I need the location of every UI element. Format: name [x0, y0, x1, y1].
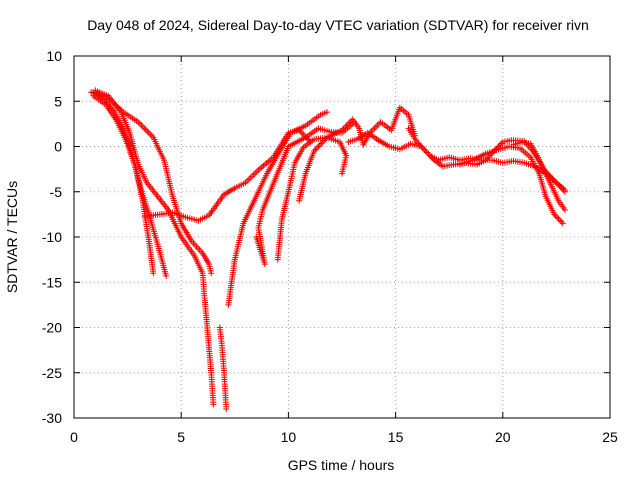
- y-tick-labels: -30 -25 -20 -15 -10 -5 0 5 10: [42, 48, 62, 426]
- y-tick-label: -20: [42, 320, 62, 336]
- series-track-4: [92, 87, 217, 408]
- series-markers: [92, 87, 217, 408]
- series-track-14: [510, 139, 568, 195]
- x-tick-label: 0: [70, 429, 78, 445]
- y-tick-label: -25: [42, 365, 62, 381]
- chart-title: Day 048 of 2024, Sidereal Day-to-day VTE…: [87, 17, 589, 33]
- y-tick-label: 0: [54, 139, 62, 155]
- series-markers: [296, 104, 418, 204]
- series-markers: [274, 134, 350, 263]
- series-track-13: [456, 143, 566, 227]
- x-axis-label: GPS time / hours: [288, 457, 395, 473]
- series-track-6: [216, 324, 230, 412]
- x-tick-label: 15: [388, 429, 404, 445]
- series-markers: [456, 143, 566, 227]
- y-tick-label: -30: [42, 410, 62, 426]
- x-tick-labels: 0 5 10 15 20 25: [70, 429, 618, 445]
- y-tick-label: -10: [42, 229, 62, 245]
- series-markers: [225, 109, 330, 308]
- x-tick-label: 20: [495, 429, 511, 445]
- y-tick-label: 5: [54, 93, 62, 109]
- x-tick-label: 25: [602, 429, 618, 445]
- series-track-9: [274, 134, 350, 263]
- x-tick-label: 10: [281, 429, 297, 445]
- y-axis-label: SDTVAR / TECUs: [4, 181, 20, 293]
- series-markers: [90, 92, 170, 279]
- axis-ticks: [73, 55, 611, 419]
- y-tick-label: -15: [42, 274, 62, 290]
- series-track-8: [253, 120, 356, 268]
- x-tick-label: 5: [177, 429, 185, 445]
- y-tick-label: 10: [46, 48, 62, 64]
- series-markers: [510, 139, 568, 195]
- series-markers: [216, 324, 230, 412]
- series-track-2: [90, 92, 170, 279]
- series-markers: [253, 120, 356, 268]
- grid: [74, 56, 610, 418]
- series-track-10: [296, 104, 418, 204]
- data-points: [88, 87, 568, 412]
- y-tick-label: -5: [50, 184, 63, 200]
- series-track-7: [225, 109, 330, 308]
